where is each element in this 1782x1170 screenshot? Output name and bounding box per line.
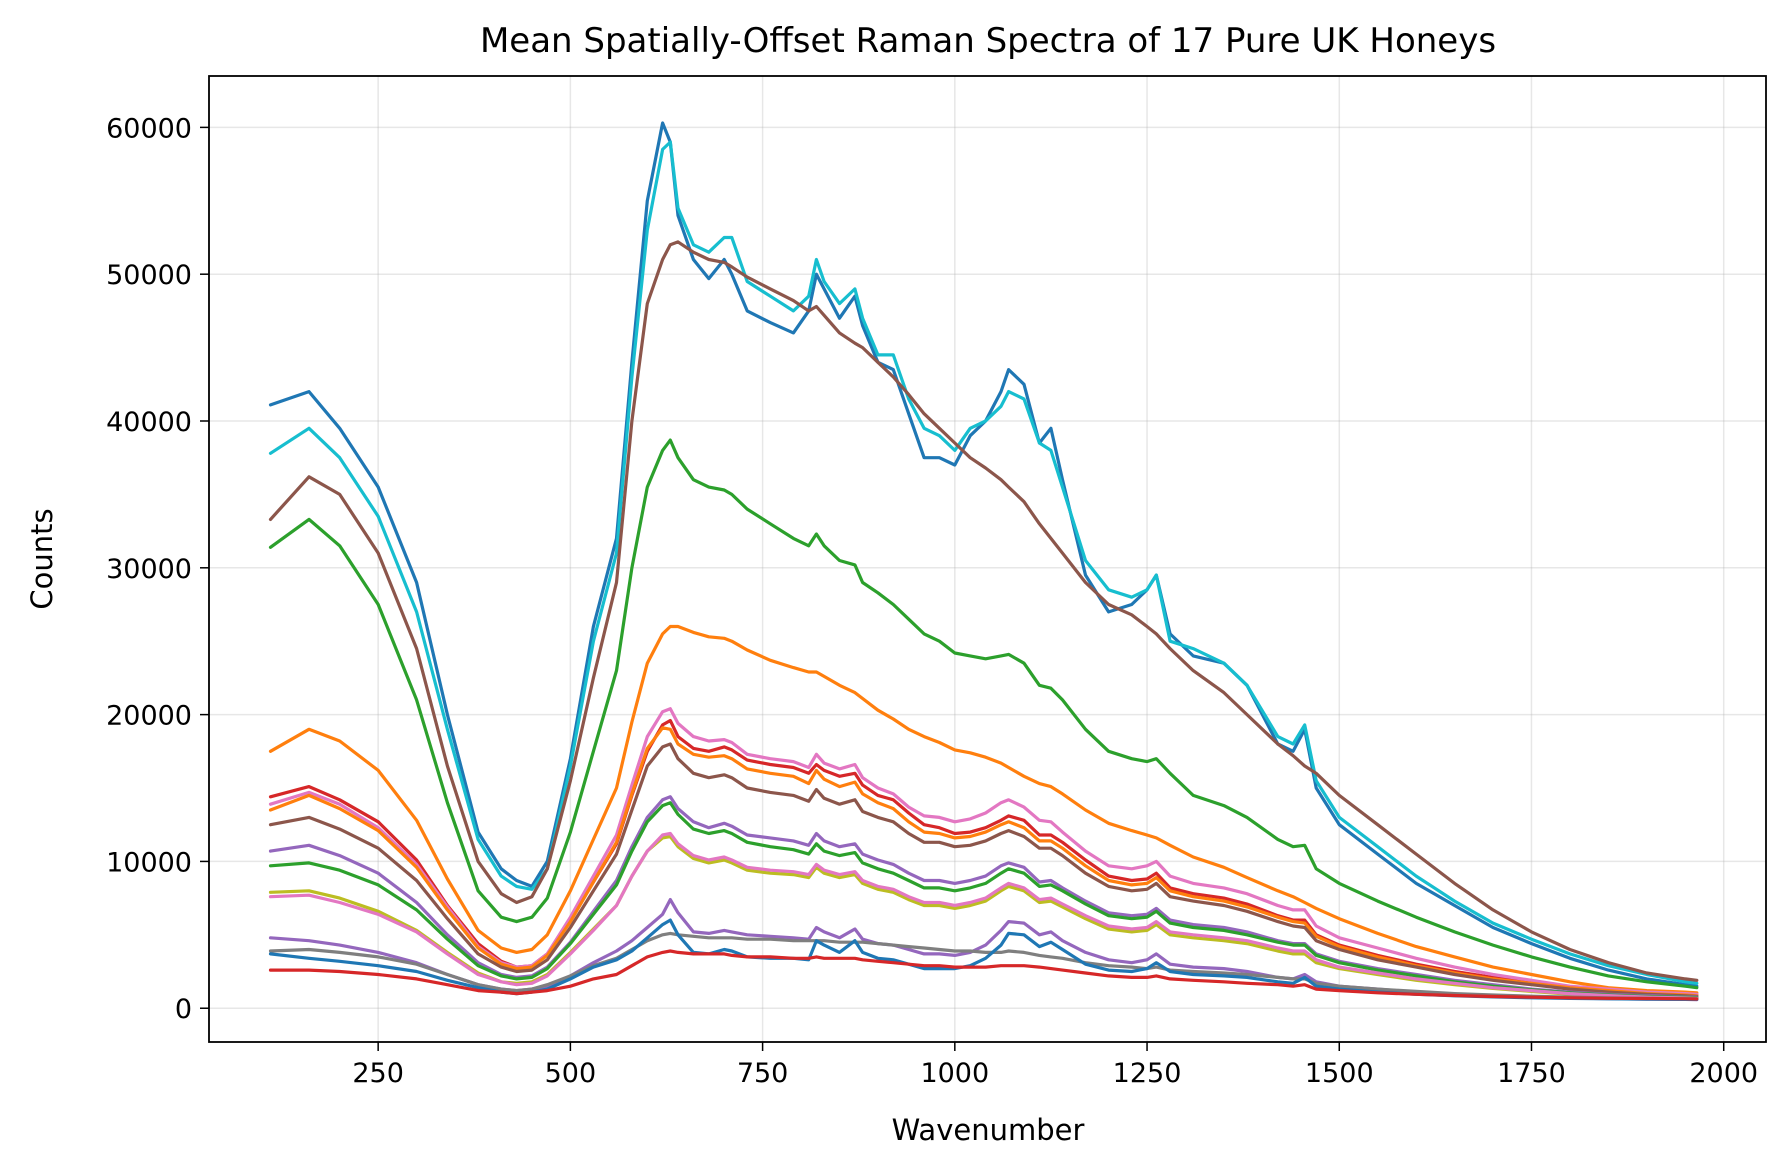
series-line-8 (268, 726, 1699, 998)
x-axis: 250 500 750 1000 1250 1500 1750 2000 (352, 1042, 1758, 1089)
y-axis: 0 10000 20000 30000 40000 50000 60000 (106, 113, 209, 1025)
y-tick-label: 30000 (106, 554, 192, 585)
y-tick-label: 20000 (106, 701, 192, 732)
plot-area-frame (208, 75, 1767, 1043)
y-tick-label: 60000 (106, 113, 192, 144)
x-tick-label: 1500 (1305, 1058, 1374, 1089)
x-tick-label: 1000 (920, 1058, 989, 1089)
x-axis-title: Wavenumber (892, 1113, 1085, 1147)
series-line-4 (268, 438, 1699, 990)
y-tick-label: 10000 (106, 847, 192, 878)
y-tick-label: 40000 (106, 407, 192, 438)
series-line-5 (268, 624, 1699, 995)
x-tick-label: 1250 (1113, 1058, 1182, 1089)
y-tick-label: 0 (175, 994, 192, 1025)
y-axis-title: Counts (25, 508, 59, 609)
x-tick-label: 2000 (1689, 1058, 1758, 1089)
series-line-1 (268, 121, 1699, 988)
series-line-3 (268, 240, 1699, 982)
series-line-13 (268, 831, 1699, 1000)
chart-title: Mean Spatially-Offset Raman Spectra of 1… (480, 21, 1496, 61)
x-tick-label: 750 (737, 1058, 789, 1089)
series-line-17 (268, 949, 1699, 1001)
series-line-7 (268, 707, 1699, 996)
x-tick-label: 250 (352, 1058, 404, 1089)
series-line-2 (268, 140, 1699, 985)
series-line-11 (268, 801, 1699, 1000)
series-group (268, 121, 1699, 1002)
x-tick-label: 1750 (1497, 1058, 1566, 1089)
series-line-9 (268, 742, 1699, 999)
x-tick-label: 500 (545, 1058, 597, 1089)
y-tick-label: 50000 (106, 260, 192, 291)
